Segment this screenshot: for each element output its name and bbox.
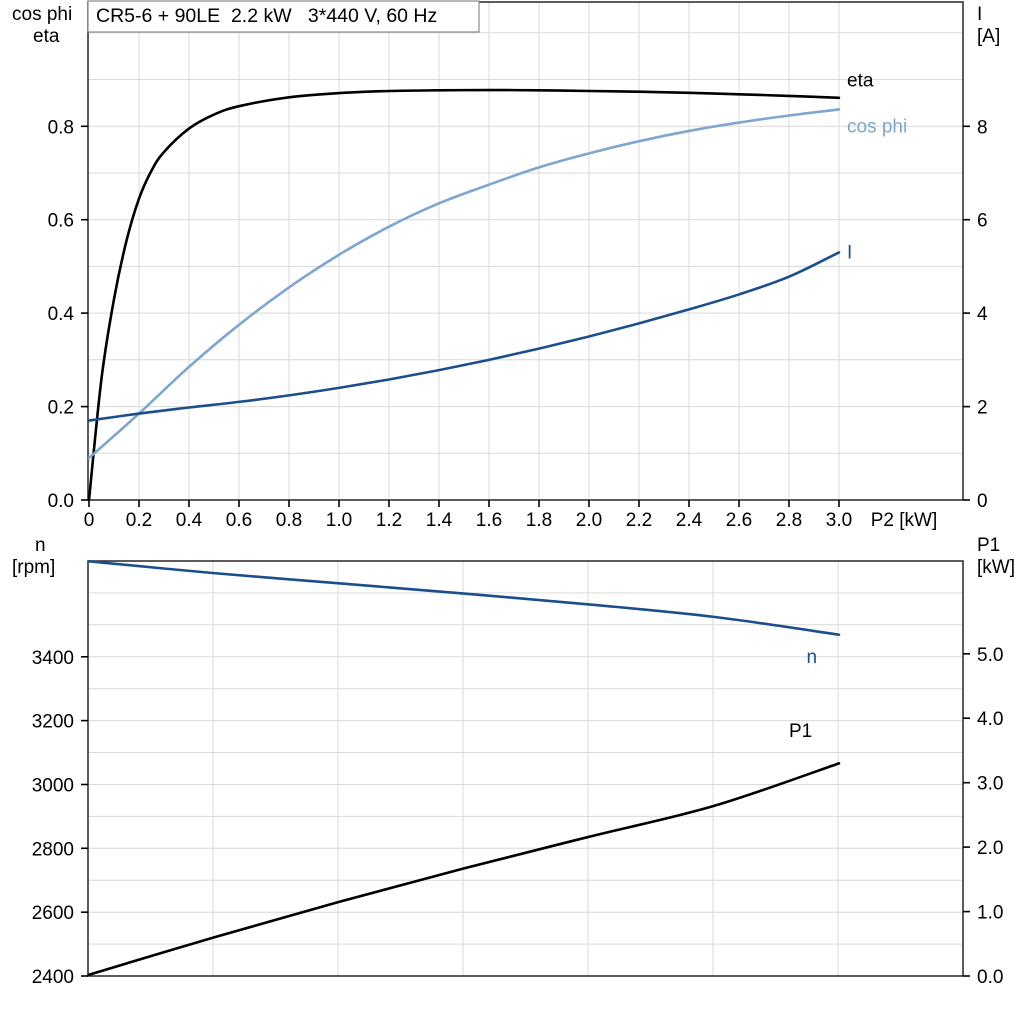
svg-text:1.2: 1.2	[376, 510, 402, 531]
svg-text:0: 0	[84, 510, 95, 531]
svg-text:2: 2	[977, 398, 988, 419]
svg-text:1.4: 1.4	[426, 510, 453, 531]
svg-text:4.0: 4.0	[977, 709, 1003, 730]
svg-text:P1: P1	[789, 721, 812, 742]
svg-text:0.6: 0.6	[226, 510, 252, 531]
svg-text:4: 4	[977, 304, 988, 325]
svg-text:0.0: 0.0	[48, 491, 74, 512]
svg-text:8: 8	[977, 117, 988, 138]
svg-text:P2 [kW]: P2 [kW]	[871, 510, 938, 531]
svg-text:I: I	[977, 4, 982, 25]
svg-text:2.0: 2.0	[977, 838, 1003, 859]
svg-text:0.8: 0.8	[276, 510, 302, 531]
svg-text:2600: 2600	[32, 903, 74, 924]
svg-text:[kW]: [kW]	[977, 557, 1015, 578]
svg-text:1.0: 1.0	[326, 510, 352, 531]
svg-text:0.4: 0.4	[176, 510, 203, 531]
svg-text:eta: eta	[33, 26, 60, 47]
svg-text:5.0: 5.0	[977, 645, 1003, 666]
svg-text:2.8: 2.8	[776, 510, 802, 531]
svg-text:3400: 3400	[32, 648, 74, 669]
svg-text:2.6: 2.6	[726, 510, 752, 531]
svg-text:I: I	[847, 242, 852, 263]
svg-text:2.4: 2.4	[676, 510, 703, 531]
svg-text:[A]: [A]	[977, 26, 1000, 47]
svg-text:2800: 2800	[32, 839, 74, 860]
svg-text:n: n	[35, 535, 46, 556]
svg-text:0.6: 0.6	[48, 211, 74, 232]
svg-text:0.2: 0.2	[48, 398, 74, 419]
svg-text:3.0: 3.0	[977, 774, 1003, 795]
svg-text:CR5-6 + 90LE 2.2 kW 3*440 V: CR5-6 + 90LE 2.2 kW 3*440 V, 60 Hz	[96, 5, 437, 27]
svg-text:0: 0	[977, 491, 988, 512]
svg-text:cos phi: cos phi	[847, 116, 907, 137]
svg-text:3.0: 3.0	[826, 510, 852, 531]
svg-text:1.6: 1.6	[476, 510, 502, 531]
svg-text:P1: P1	[977, 535, 1000, 556]
svg-text:0.0: 0.0	[977, 967, 1003, 988]
svg-text:eta: eta	[847, 71, 874, 92]
svg-text:0.2: 0.2	[126, 510, 152, 531]
svg-text:3200: 3200	[32, 712, 74, 733]
svg-text:2400: 2400	[32, 967, 74, 988]
svg-text:0.8: 0.8	[48, 117, 74, 138]
svg-text:cos phi: cos phi	[12, 4, 72, 25]
svg-text:1.0: 1.0	[977, 903, 1003, 924]
svg-text:1.8: 1.8	[526, 510, 552, 531]
svg-text:0.4: 0.4	[48, 304, 75, 325]
svg-text:3000: 3000	[32, 776, 74, 797]
svg-text:[rpm]: [rpm]	[12, 557, 55, 578]
svg-text:n: n	[807, 647, 818, 668]
svg-text:6: 6	[977, 211, 988, 232]
svg-text:2.2: 2.2	[626, 510, 652, 531]
svg-text:2.0: 2.0	[576, 510, 602, 531]
